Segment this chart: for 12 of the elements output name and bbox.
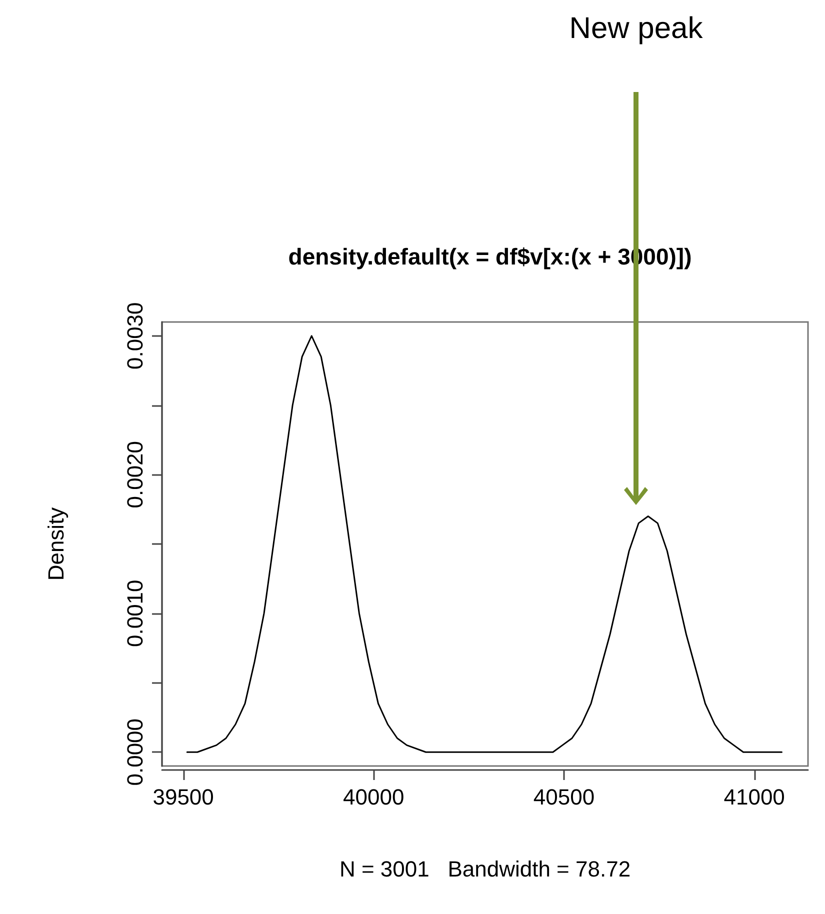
- x-tick-label: 40500: [533, 784, 595, 810]
- y-tick-label: 0.0000: [122, 718, 148, 786]
- y-tick-label: 0.0020: [122, 440, 148, 508]
- y-tick-label: 0.0030: [122, 302, 148, 370]
- x-tick-label: 41000: [724, 784, 785, 810]
- line-series: [186, 335, 782, 753]
- text: New peak: [569, 12, 703, 46]
- x-axis-title: N = 3001 Bandwidth = 78.72: [339, 856, 631, 882]
- x-tick-label: 40000: [343, 784, 404, 810]
- y-axis-title: Density: [44, 507, 68, 581]
- y-tick-label: 0.0010: [122, 580, 148, 648]
- x-tick-label: 39500: [152, 784, 214, 810]
